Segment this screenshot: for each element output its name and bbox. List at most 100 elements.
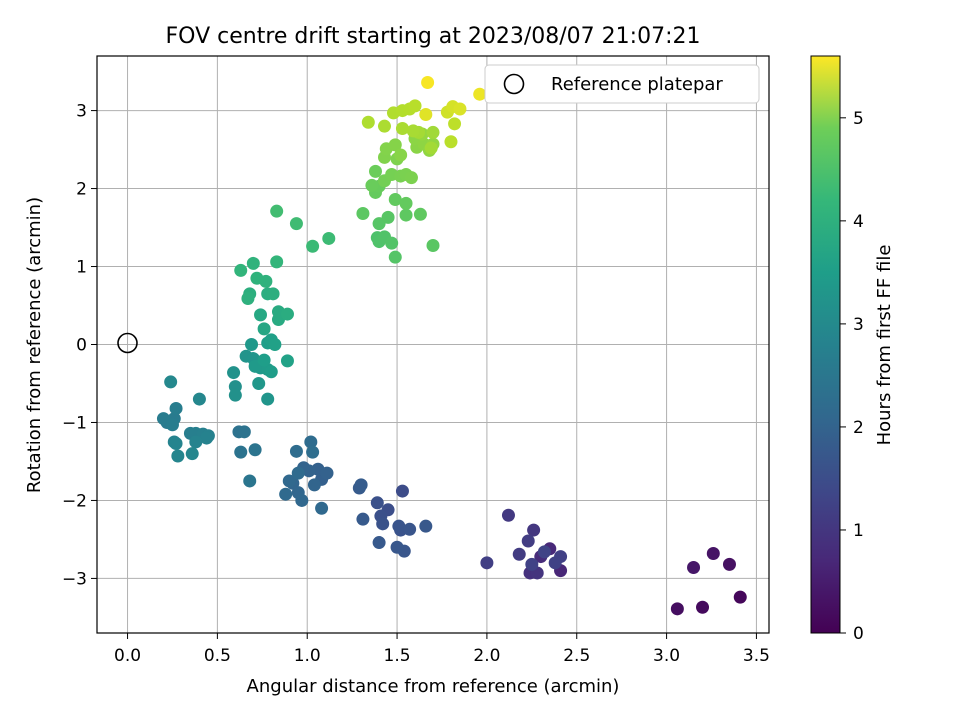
colorbar-tick-label: 3: [853, 315, 864, 335]
data-point: [237, 425, 251, 439]
data-point: [388, 192, 402, 206]
data-point: [361, 115, 375, 129]
reference-platepar-marker: [117, 332, 138, 354]
data-point: [385, 236, 399, 250]
data-point: [261, 392, 275, 406]
y-tick-label: −1: [62, 413, 87, 433]
data-point: [696, 600, 710, 614]
colorbar-tick-label: 5: [853, 109, 864, 129]
data-point: [268, 338, 282, 351]
data-point: [406, 124, 420, 138]
data-point: [289, 444, 303, 458]
data-point: [390, 540, 404, 554]
data-point: [372, 536, 386, 550]
data-point: [404, 171, 418, 185]
data-point: [480, 556, 494, 570]
data-point: [169, 437, 183, 451]
y-tick-label: −3: [62, 569, 87, 589]
data-point: [388, 250, 402, 264]
data-point: [413, 207, 427, 221]
x-tick-label: 0.0: [114, 646, 141, 666]
colorbar-tick-label: 1: [853, 521, 864, 541]
data-point: [473, 87, 487, 101]
y-tick-label: 0: [76, 336, 87, 356]
data-point: [444, 135, 458, 149]
data-point: [687, 561, 701, 575]
data-point: [377, 119, 391, 133]
data-point: [722, 557, 736, 571]
data-point: [501, 508, 515, 522]
data-point: [369, 164, 383, 178]
data-point: [289, 217, 303, 231]
colorbar-label: Hours from first FF file: [874, 245, 895, 446]
data-point: [250, 271, 264, 285]
data-point: [512, 547, 526, 561]
data-point: [282, 474, 296, 488]
data-point: [169, 401, 183, 415]
data-point: [733, 590, 747, 604]
data-point: [527, 523, 541, 537]
data-point: [356, 512, 370, 526]
x-tick-label: 1.5: [384, 646, 411, 666]
data-point: [320, 466, 334, 480]
data-point: [388, 138, 402, 152]
colorbar-ticks: 0 1 2 3 4 5: [840, 109, 864, 644]
data-point: [306, 239, 320, 253]
data-point: [254, 308, 268, 322]
data-points: [156, 76, 747, 616]
data-point: [521, 534, 535, 548]
data-point: [392, 519, 406, 533]
data-point: [171, 449, 185, 463]
data-point: [394, 148, 408, 162]
colorbar: 0 1 2 3 4 5 Hours from first FF file: [810, 55, 895, 644]
x-tick-label: 0.5: [204, 646, 231, 666]
y-axis-ticks: −3 −2 −1 0 1 2 3: [62, 102, 97, 589]
y-tick-label: 2: [76, 180, 87, 200]
colorbar-gradient: [810, 55, 841, 634]
data-point: [280, 354, 294, 368]
y-tick-label: 3: [76, 102, 87, 122]
data-point: [354, 478, 368, 492]
legend-marker-reference: [503, 73, 525, 95]
legend: Reference platepar: [484, 64, 760, 104]
data-point: [257, 322, 271, 336]
data-point: [234, 263, 248, 277]
chart-title: FOV centre drift starting at 2023/08/07 …: [166, 24, 701, 49]
data-point: [241, 291, 255, 305]
x-axis-label: Angular distance from reference (arcmin): [247, 676, 620, 697]
data-point: [365, 178, 379, 192]
data-point: [381, 210, 395, 224]
data-point: [295, 493, 309, 507]
data-point: [408, 99, 422, 113]
data-point: [245, 338, 259, 351]
data-point: [706, 546, 720, 560]
data-point: [548, 556, 562, 570]
data-point: [525, 557, 539, 571]
data-point: [399, 208, 413, 222]
data-point: [189, 435, 203, 449]
data-point: [185, 447, 199, 461]
x-tick-label: 1.0: [294, 646, 321, 666]
data-point: [315, 501, 329, 515]
x-axis-ticks: 0.0 0.5 1.0 1.5 2.0 2.5 3.0 3.5: [114, 633, 770, 666]
x-tick-label: 3.5: [743, 646, 770, 666]
data-point: [419, 107, 433, 121]
data-point: [424, 141, 438, 155]
data-point: [421, 76, 435, 90]
y-tick-label: −2: [62, 491, 87, 511]
colorbar-tick-label: 4: [853, 212, 864, 232]
data-point: [270, 255, 284, 269]
data-point: [192, 392, 206, 406]
data-point: [419, 519, 433, 533]
y-tick-label: 1: [76, 258, 87, 278]
x-tick-label: 2.5: [563, 646, 590, 666]
grid-lines: [97, 56, 769, 633]
y-axis-label: Rotation from reference (arcmin): [24, 197, 45, 493]
x-tick-label: 2.0: [473, 646, 500, 666]
data-point: [164, 375, 178, 389]
data-point: [395, 122, 409, 136]
data-point: [399, 196, 413, 210]
data-point: [252, 376, 266, 390]
data-point: [370, 496, 384, 510]
